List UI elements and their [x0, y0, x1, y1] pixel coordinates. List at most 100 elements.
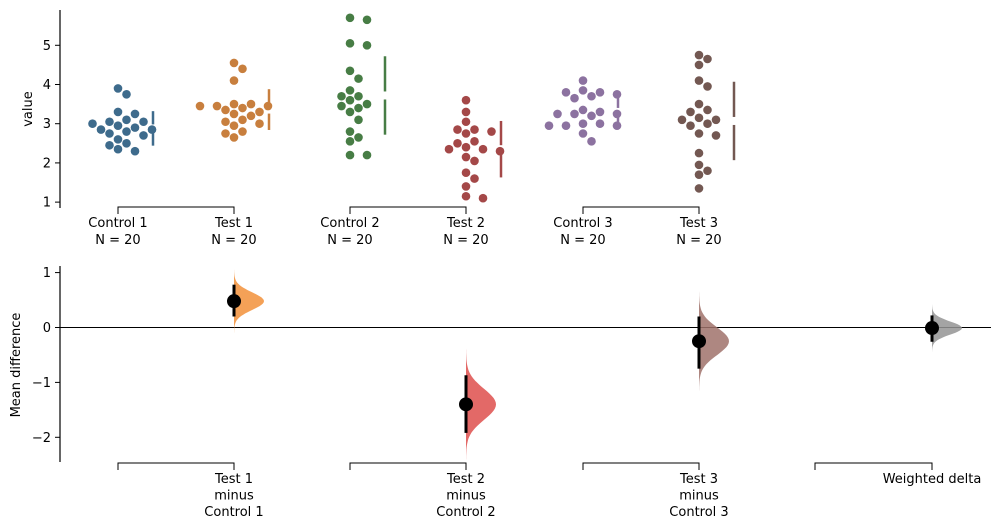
- data-point: [686, 107, 695, 117]
- data-point: [487, 127, 496, 136]
- data-point: [694, 148, 704, 158]
- data-point: [229, 58, 239, 68]
- data-point: [694, 76, 704, 85]
- data-point: [711, 115, 721, 125]
- group-n-label: N = 20: [327, 233, 372, 248]
- data-point: [694, 129, 704, 138]
- bootstrap-distribution: [234, 264, 264, 339]
- data-point: [345, 137, 355, 146]
- data-point: [221, 105, 230, 115]
- contrast-label-line: Control 2: [436, 505, 495, 520]
- pair-bracket: [349, 206, 467, 214]
- data-point: [470, 137, 479, 146]
- contrast-label-line: Test 2: [446, 472, 485, 487]
- data-point: [595, 107, 605, 117]
- data-point: [694, 60, 704, 70]
- contrast-label-line: minus: [446, 489, 486, 504]
- data-point: [238, 64, 247, 74]
- data-point: [461, 117, 471, 127]
- mean-difference-point: [459, 397, 473, 412]
- contrast-bracket: [117, 462, 235, 470]
- data-point: [345, 95, 355, 105]
- data-point: [595, 88, 605, 97]
- data-point: [354, 74, 363, 83]
- data-point: [130, 146, 140, 156]
- contrast-bracket: [582, 462, 700, 470]
- data-point: [461, 168, 471, 178]
- data-point: [587, 91, 596, 101]
- data-point: [113, 121, 123, 130]
- data-point: [362, 15, 372, 25]
- data-point: [113, 135, 123, 144]
- data-point: [354, 115, 363, 125]
- data-point: [561, 88, 571, 97]
- data-point: [229, 109, 239, 119]
- data-point: [113, 107, 123, 117]
- data-point: [561, 121, 571, 130]
- data-point: [694, 50, 704, 60]
- data-point: [345, 66, 355, 76]
- data-point: [578, 86, 588, 95]
- y-tick-label: −2: [32, 431, 51, 446]
- bootstrap-distribution: [932, 300, 962, 356]
- y-tick-label: 2: [43, 156, 51, 171]
- data-point: [113, 144, 123, 154]
- data-point: [345, 150, 355, 160]
- data-point: [255, 119, 264, 129]
- data-point: [238, 127, 247, 136]
- y-axis-title: Mean difference: [9, 313, 24, 418]
- contrast-label-line: Test 1: [214, 472, 253, 487]
- data-point: [703, 166, 712, 176]
- data-point: [139, 117, 148, 127]
- data-point: [362, 99, 372, 109]
- pair-bracket: [117, 206, 235, 214]
- data-point: [229, 121, 239, 130]
- data-point: [337, 101, 346, 111]
- contrast-label-line: Control 1: [204, 505, 263, 520]
- data-point: [578, 119, 588, 129]
- group-n-label: N = 20: [211, 233, 256, 248]
- data-point: [130, 123, 140, 132]
- contrast-label-line: Control 3: [669, 505, 728, 520]
- contrast-label-line: minus: [214, 489, 254, 504]
- data-point: [345, 39, 355, 48]
- mean-difference-point: [925, 321, 939, 336]
- mean-difference-point: [227, 294, 241, 309]
- data-point: [578, 76, 588, 85]
- pair-bracket: [582, 206, 700, 214]
- data-point: [461, 152, 471, 162]
- data-point: [113, 84, 123, 93]
- data-point: [229, 99, 239, 109]
- raw-data-panel: 1 2 3 4 5 value Control 1 N = 20 Test 1 N = 20 Con…: [21, 10, 736, 248]
- contrast-bracket: [814, 462, 933, 470]
- data-point: [703, 82, 712, 91]
- data-point: [470, 125, 479, 134]
- data-point: [139, 131, 148, 140]
- data-point: [461, 129, 471, 138]
- data-point: [212, 101, 222, 111]
- y-tick-label: 3: [43, 117, 51, 132]
- y-tick-label: 4: [43, 78, 51, 93]
- data-point: [122, 139, 131, 148]
- data-point: [444, 144, 454, 154]
- group-label: Test 2: [446, 216, 485, 231]
- data-point: [587, 137, 596, 146]
- data-point: [345, 86, 355, 95]
- data-point: [686, 121, 695, 130]
- data-point: [694, 184, 704, 193]
- group-n-label: N = 20: [443, 233, 488, 248]
- data-point: [96, 125, 106, 134]
- data-point: [345, 107, 355, 117]
- data-point: [105, 117, 114, 127]
- data-point: [711, 131, 721, 140]
- data-point: [345, 127, 355, 136]
- data-point: [221, 129, 230, 138]
- data-point: [703, 54, 712, 64]
- data-point: [238, 103, 247, 113]
- group-label: Test 3: [679, 216, 718, 231]
- data-point: [354, 133, 363, 142]
- data-point: [354, 91, 363, 101]
- contrast-label-line: minus: [679, 489, 719, 504]
